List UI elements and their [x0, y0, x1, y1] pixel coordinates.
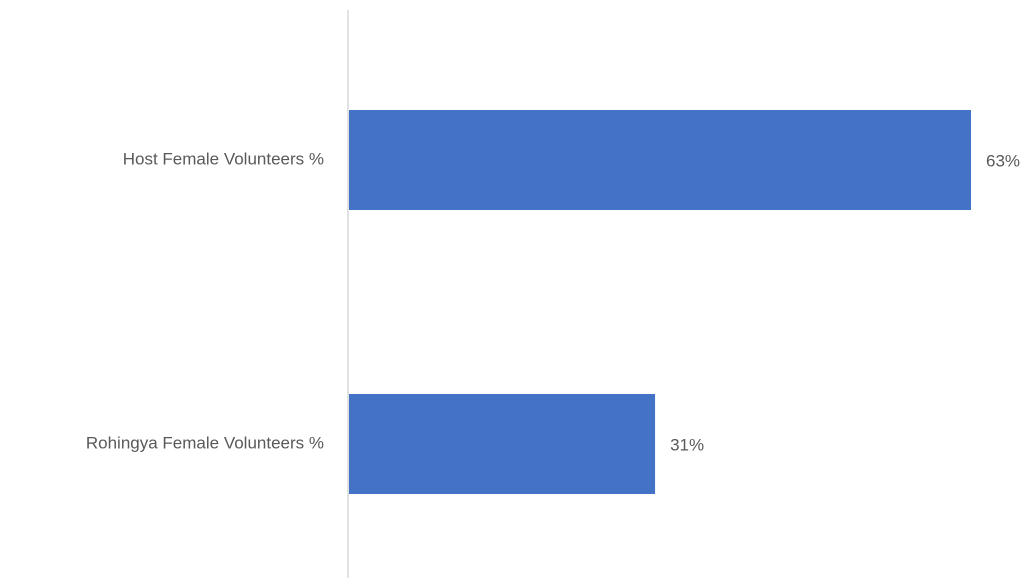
data-label: 63%: [986, 151, 1020, 170]
bar: [349, 110, 971, 210]
bars-group: [349, 110, 971, 494]
bar: [349, 394, 656, 494]
category-labels-group: Host Female Volunteers % Rohingya Female …: [86, 149, 324, 452]
category-label: Host Female Volunteers %: [123, 149, 324, 168]
data-label: 31%: [670, 435, 704, 454]
value-labels-group: 63% 31%: [670, 151, 1020, 454]
category-label: Rohingya Female Volunteers %: [86, 433, 324, 452]
